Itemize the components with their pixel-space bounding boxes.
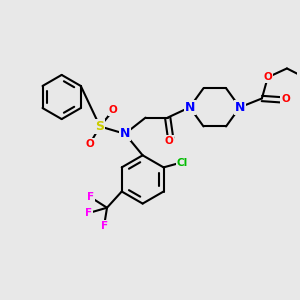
Text: Cl: Cl	[176, 158, 188, 168]
Text: O: O	[165, 136, 173, 146]
Text: O: O	[109, 105, 118, 115]
Text: O: O	[263, 72, 272, 82]
Text: N: N	[184, 101, 195, 114]
Text: F: F	[87, 192, 94, 203]
Text: F: F	[100, 221, 108, 231]
Text: F: F	[85, 208, 92, 218]
Text: N: N	[235, 101, 245, 114]
Text: N: N	[120, 127, 130, 140]
Text: O: O	[281, 94, 290, 104]
Text: N: N	[184, 101, 195, 114]
Text: S: S	[95, 120, 104, 133]
Text: O: O	[85, 139, 94, 149]
